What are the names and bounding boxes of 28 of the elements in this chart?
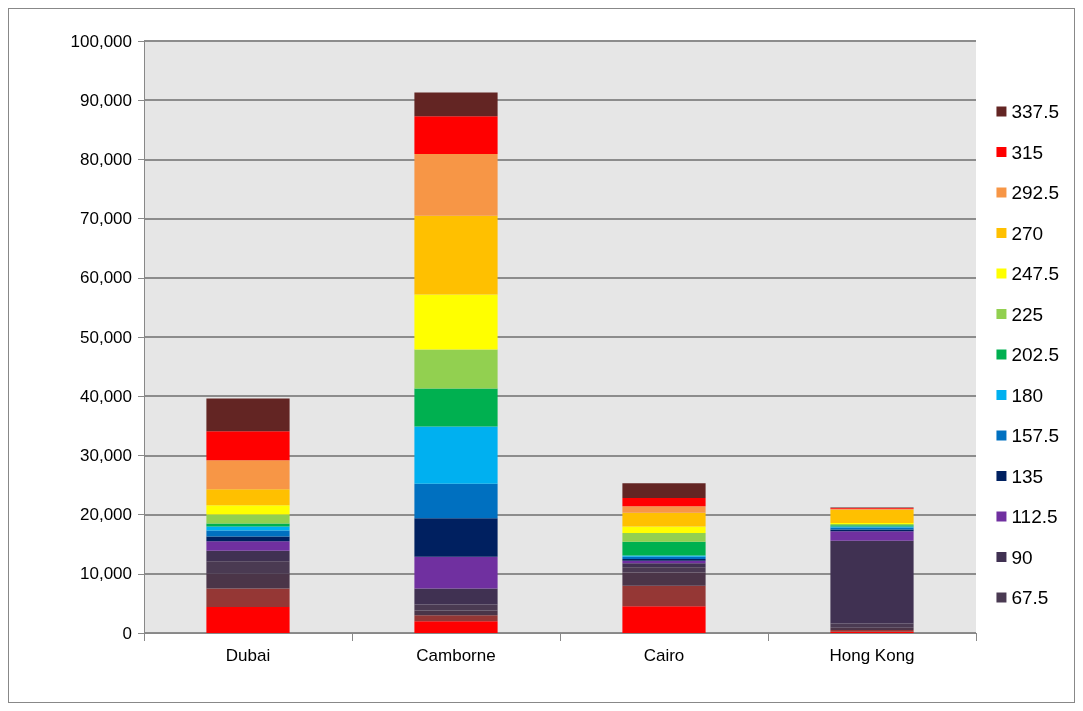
y-tick-label: 10,000 — [80, 564, 132, 584]
y-tick-label: 90,000 — [80, 90, 132, 110]
y-tick-label: 60,000 — [80, 268, 132, 288]
y-tick-label: 20,000 — [80, 505, 132, 525]
legend-label: 225 — [1011, 303, 1044, 325]
x-tick-label: Camborne — [416, 646, 496, 665]
legend-label: 112.5 — [1011, 506, 1058, 527]
legend-label: 157.5 — [1011, 425, 1059, 446]
legend-label: 90 — [1011, 546, 1033, 568]
legend-label: 292.5 — [1011, 182, 1059, 203]
x-tick-label: Dubai — [225, 646, 271, 665]
legend-label: 67.5 — [1011, 587, 1049, 608]
y-tick-label: 80,000 — [80, 149, 132, 169]
legend-label: 247.5 — [1011, 263, 1059, 284]
legend-label: 180 — [1011, 384, 1044, 406]
legend-label: 270 — [1011, 222, 1044, 244]
y-tick-label: 100,000 — [70, 31, 132, 51]
legend-label: 337.5 — [1011, 101, 1059, 122]
legend-label: 202.5 — [1011, 344, 1059, 365]
y-tick-label: 30,000 — [80, 445, 132, 465]
y-tick-label: 70,000 — [80, 209, 132, 229]
y-tick-label: 0 — [122, 623, 132, 643]
y-tick-label: 50,000 — [80, 327, 132, 347]
legend-label: 135 — [1011, 465, 1044, 487]
legend-label: 315 — [1011, 141, 1044, 163]
y-tick-label: 40,000 — [80, 386, 132, 406]
x-tick-label: Cairo — [643, 646, 685, 665]
x-tick-label: Hong Kong — [829, 646, 915, 665]
